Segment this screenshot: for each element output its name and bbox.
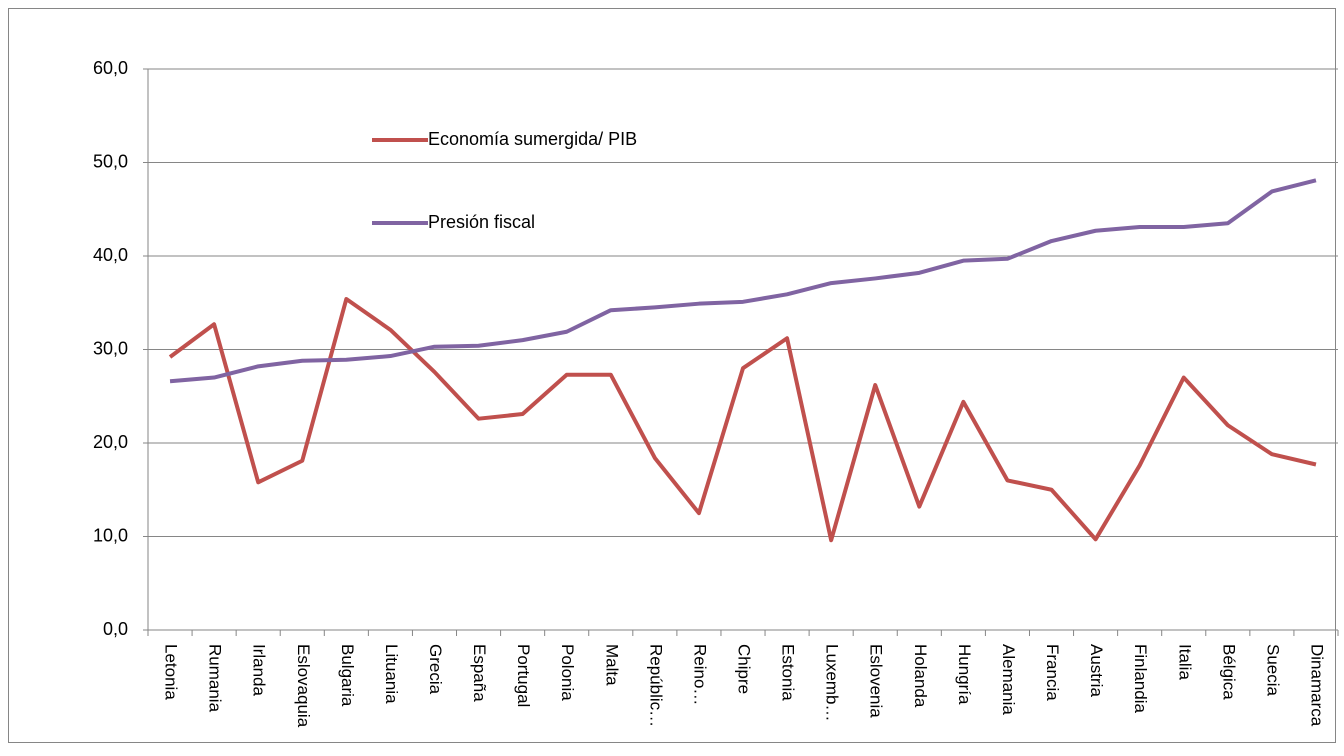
legend-label: Presión fiscal [428, 212, 535, 232]
x-tick-label: Repúblic… [646, 644, 665, 727]
legend-label: Economía sumergida/ PIB [428, 129, 637, 149]
y-tick-label: 30,0 [93, 338, 128, 358]
x-tick-label: Bélgica [1219, 644, 1238, 700]
x-tick-label: Portugal [514, 644, 533, 707]
x-tick-label: Polonia [558, 644, 577, 701]
x-tick-label: Irlanda [250, 644, 269, 697]
y-tick-label: 60,0 [93, 58, 128, 78]
x-tick-label: Finlandia [1131, 644, 1150, 714]
x-tick-label: Luxemb… [823, 644, 842, 721]
x-tick-label: Reino… [690, 644, 709, 705]
line-series [168, 297, 1317, 543]
x-tick-label: Francia [1043, 644, 1062, 701]
x-tick-label: España [470, 644, 489, 702]
y-tick-label: 0,0 [103, 619, 128, 639]
x-tick-label: Lituania [382, 644, 401, 704]
x-tick-label: Alemania [999, 644, 1018, 715]
x-tick-label: Bulgaria [338, 644, 357, 707]
x-tick-label: Grecia [426, 644, 445, 695]
x-tick-label: Eslovaquia [294, 644, 313, 728]
x-tick-label: Holanda [911, 644, 930, 708]
x-tick-label: Dinamarca [1307, 644, 1326, 727]
x-tick-label: Eslovenia [867, 644, 886, 718]
x-tick-label: Letonia [162, 644, 181, 700]
y-tick-label: 50,0 [93, 151, 128, 171]
x-tick-label: Italia [1175, 644, 1194, 680]
line-series [169, 178, 1317, 384]
x-tick-label: Rumania [206, 644, 225, 713]
y-tick-label: 20,0 [93, 432, 128, 452]
x-tick-label: Suecia [1263, 644, 1282, 697]
x-tick-label: Malta [602, 644, 621, 686]
y-tick-label: 10,0 [93, 525, 128, 545]
y-tick-label: 40,0 [93, 245, 128, 265]
x-tick-label: Estonia [779, 644, 798, 701]
chart-border [8, 8, 1336, 743]
x-tick-label: Austria [1087, 644, 1106, 697]
x-tick-label: Chipre [735, 644, 754, 694]
x-tick-label: Hungría [955, 644, 974, 705]
